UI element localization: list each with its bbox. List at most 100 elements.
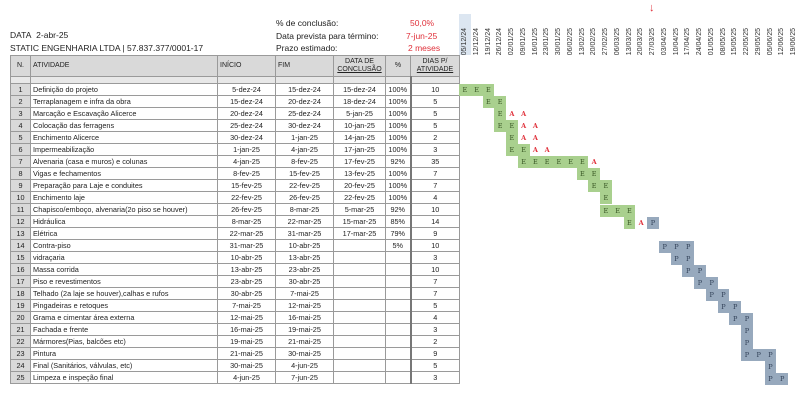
percent-complete: 100% [385, 107, 411, 120]
week-header: 05/12/24 [459, 14, 471, 55]
week-header: 13/02/25 [577, 14, 589, 55]
week-label: 20/02/25 [590, 27, 598, 55]
duration-days: 5 [409, 107, 460, 120]
planned-cell: P [741, 337, 753, 350]
duration-days: 10 [409, 263, 460, 276]
week-label: 05/12/24 [461, 27, 468, 55]
percent-complete: 100% [385, 131, 411, 144]
week-label: 10/04/25 [672, 27, 680, 55]
week-label: 13/02/25 [578, 27, 586, 55]
completion-date [333, 359, 386, 372]
activity-name: Enchimento laje [30, 191, 218, 204]
term-label: Prazo estimado: [276, 43, 338, 53]
start-date: 31-mar-25 [217, 239, 276, 252]
percent-complete [385, 251, 411, 264]
completion-label: % de conclusão: [276, 18, 339, 28]
table-row: 6 Impermeabilização 1-jan-25 4-jan-25 17-jan… [10, 143, 460, 156]
week-header: 27/02/25 [600, 14, 612, 55]
completion-date: 17-mar-25 [333, 227, 386, 240]
activity-name: Piso e revestimentos [30, 275, 218, 288]
end-date: 4-jun-25 [275, 359, 334, 372]
table-row: 19 Pingadeiras e retoques 7-mai-25 12-mai-2… [10, 299, 460, 312]
week-label: 13/03/25 [625, 27, 633, 55]
week-label: 23/01/25 [543, 27, 551, 55]
end-date: 26-fev-25 [275, 191, 334, 204]
end-date: 10-abr-25 [275, 239, 334, 252]
date-value: 2-abr-25 [36, 30, 69, 40]
col-pct: % [385, 55, 411, 77]
end-date: 30-mai-25 [275, 347, 334, 360]
start-date: 16-mai-25 [217, 323, 276, 336]
end-date: 15-fev-25 [275, 167, 334, 180]
table-row: 11 Chapisco/emboço, alvenaria(2o piso se … [10, 203, 460, 216]
end-date: 31-mar-25 [275, 227, 334, 240]
start-date: 20-dez-24 [217, 107, 276, 120]
start-date: 4-jun-25 [217, 371, 276, 384]
planned-cell: P [717, 300, 730, 313]
activity-name: Contra-piso [30, 239, 218, 252]
activity-name: Pintura [30, 347, 218, 360]
activity-name: Alvenaria (casa e muros) e colunas [30, 155, 218, 168]
end-date: 20-dez-24 [275, 95, 334, 108]
week-label: 27/03/25 [649, 27, 656, 55]
week-header: 20/02/25 [588, 14, 600, 55]
end-date: 12-mai-25 [275, 299, 334, 312]
week-label: 19/12/24 [484, 27, 492, 55]
executed-cell: E [494, 108, 506, 121]
row-number: 21 [10, 323, 31, 336]
table-header-row: N. ATIVIDADE INÍCIO FIM DATA DE CONCLUSÃO… [10, 55, 460, 77]
completion-date [333, 311, 386, 324]
week-header: 24/04/25 [694, 14, 706, 55]
percent-complete [385, 263, 411, 276]
executed-cell: E [623, 204, 636, 217]
delay-cell: A [532, 134, 538, 143]
percent-complete: 100% [385, 179, 411, 192]
end-date: 25-dez-24 [275, 107, 334, 120]
planned-cell: P [729, 300, 741, 313]
col-n: N. [10, 55, 31, 77]
start-date: 30-abr-25 [217, 287, 276, 300]
week-label: 20/03/25 [637, 27, 645, 55]
table-row: 9 Preparação para Laje e conduites 15-fev-… [10, 179, 460, 192]
planned-cell: P [752, 349, 765, 362]
activity-name: Final (Sanitários, válvulas, etc) [30, 359, 218, 372]
row-number: 8 [10, 167, 31, 180]
week-label: 08/05/25 [719, 27, 727, 55]
week-label: 03/04/25 [660, 27, 668, 55]
row-number: 6 [10, 143, 31, 156]
table-row: 18 Telhado (2a laje se houver),calhas e r… [10, 287, 460, 300]
duration-days: 5 [409, 359, 460, 372]
start-date: 7-mai-25 [217, 299, 276, 312]
term-value: 2 meses [408, 43, 441, 53]
week-header: 09/01/25 [518, 14, 530, 55]
start-date: 8-mar-25 [217, 215, 276, 228]
table-row: 22 Mármores(Pias, balcões etc) 19-mai-25 21… [10, 335, 460, 348]
executed-cell: E [623, 216, 636, 229]
week-header: 12/12/24 [471, 14, 483, 55]
percent-complete: 92% [385, 203, 411, 216]
week-header: 17/04/25 [682, 14, 694, 55]
activity-name: Colocação das ferragens [30, 119, 218, 132]
start-date: 8-fev-25 [217, 167, 276, 180]
activity-name: Marcação e Escavação Alicerce [30, 107, 218, 120]
executed-cell: E [588, 168, 600, 181]
week-header: 12/06/25 [776, 14, 788, 55]
executed-cell: E [600, 204, 612, 217]
col-end: FIM [275, 55, 334, 77]
duration-days: 9 [409, 347, 460, 360]
table-row: 12 Hidráulica 8-mar-25 22-mar-25 15-mar-25 85… [10, 215, 460, 228]
week-label: 01/05/25 [707, 27, 715, 55]
row-number: 16 [10, 263, 31, 276]
planned-cell: P [647, 216, 659, 229]
end-date: 7-jun-25 [275, 371, 334, 384]
col-days-line2: ATIVIDADE [416, 66, 454, 73]
week-header: 05/06/25 [765, 14, 777, 55]
end-date: 8-mar-25 [275, 203, 334, 216]
duration-days: 2 [409, 131, 460, 144]
table-row: 4 Colocação das ferragens 25-dez-24 30-dez-… [10, 119, 460, 132]
executed-cell: E [506, 120, 518, 133]
week-label: 06/02/25 [566, 27, 574, 55]
executed-cell: E [600, 192, 612, 205]
executed-cell: E [506, 144, 518, 157]
completion-date: 17-jan-25 [333, 143, 386, 156]
